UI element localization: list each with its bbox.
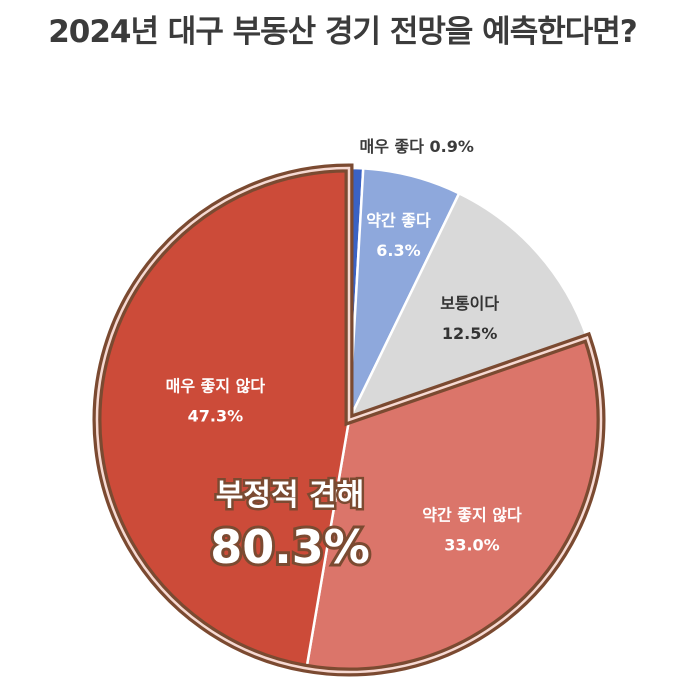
slice-label-name: 매우 좋지 않다 (166, 377, 266, 396)
slice-label-value: 12.5% (442, 324, 498, 343)
slice-label-name: 약간 좋지 않다 (422, 505, 522, 524)
group-label-value: 80.3% (210, 520, 370, 574)
slice-label-value: 6.3% (376, 241, 420, 260)
group-outline-inner (95, 166, 603, 674)
slice-label-value: 33.0% (444, 535, 500, 554)
group-label-name: 부정적 견해 (216, 478, 364, 513)
slice-label-value: 47.3% (188, 407, 244, 426)
chart-title: 2024년 대구 부동산 경기 전망을 예측한다면? (48, 14, 638, 50)
slice-label-name: 보통이다 (440, 294, 499, 313)
slice-label-name: 약간 좋다 (366, 211, 431, 230)
slice-label-outside: 매우 좋다 0.9% (360, 137, 474, 156)
pie-slice-3 (347, 192, 589, 422)
